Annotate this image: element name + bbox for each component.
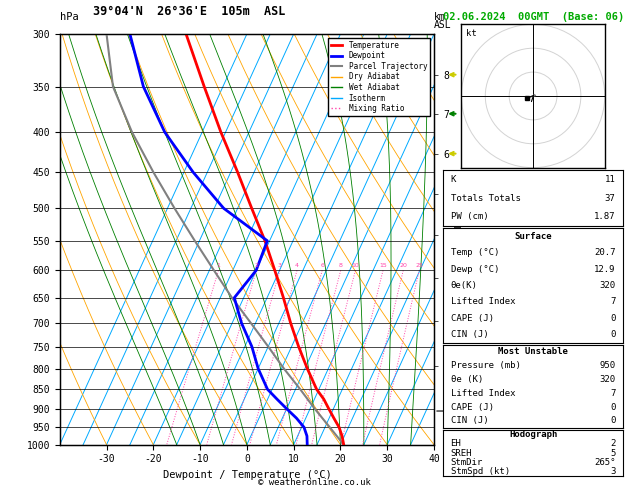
Text: 25: 25	[415, 263, 423, 268]
Text: Lifted Index: Lifted Index	[450, 389, 515, 398]
Legend: Temperature, Dewpoint, Parcel Trajectory, Dry Adiabat, Wet Adiabat, Isotherm, Mi: Temperature, Dewpoint, Parcel Trajectory…	[328, 38, 430, 116]
Text: CAPE (J): CAPE (J)	[450, 402, 494, 412]
Text: 5: 5	[610, 449, 616, 458]
Text: StmDir: StmDir	[450, 458, 483, 467]
Text: hPa: hPa	[60, 12, 79, 22]
Text: 15: 15	[379, 263, 387, 268]
Text: kt: kt	[465, 29, 476, 37]
Text: CIN (J): CIN (J)	[450, 330, 488, 339]
Text: LCL: LCL	[468, 406, 482, 416]
Text: SREH: SREH	[450, 449, 472, 458]
Text: Most Unstable: Most Unstable	[498, 347, 568, 356]
Text: 20.7: 20.7	[594, 248, 616, 258]
Text: θe (K): θe (K)	[450, 375, 483, 384]
Text: 37: 37	[605, 193, 616, 203]
X-axis label: Dewpoint / Temperature (°C): Dewpoint / Temperature (°C)	[162, 470, 331, 480]
Text: 10: 10	[352, 263, 359, 268]
Text: 11: 11	[605, 175, 616, 184]
Text: PW (cm): PW (cm)	[450, 212, 488, 221]
Text: © weatheronline.co.uk: © weatheronline.co.uk	[258, 478, 371, 486]
Text: 4: 4	[295, 263, 299, 268]
Text: Dewp (°C): Dewp (°C)	[450, 265, 499, 274]
Text: 7: 7	[610, 389, 616, 398]
Text: 0: 0	[610, 330, 616, 339]
Text: 1: 1	[216, 263, 220, 268]
Text: 8: 8	[339, 263, 343, 268]
Text: CAPE (J): CAPE (J)	[450, 313, 494, 323]
Text: 0: 0	[610, 417, 616, 425]
Text: ASL: ASL	[434, 20, 452, 30]
Text: 2: 2	[610, 439, 616, 449]
Text: EH: EH	[450, 439, 461, 449]
Text: 265°: 265°	[594, 458, 616, 467]
Text: Temp (°C): Temp (°C)	[450, 248, 499, 258]
Text: K: K	[450, 175, 456, 184]
Text: 1.87: 1.87	[594, 212, 616, 221]
Text: 39°04'N  26°36'E  105m  ASL: 39°04'N 26°36'E 105m ASL	[92, 5, 285, 18]
Text: Hodograph: Hodograph	[509, 430, 557, 439]
Text: 02.06.2024  00GMT  (Base: 06): 02.06.2024 00GMT (Base: 06)	[443, 12, 625, 22]
Text: 320: 320	[599, 281, 616, 290]
Text: 12.9: 12.9	[594, 265, 616, 274]
Text: Lifted Index: Lifted Index	[450, 297, 515, 306]
Text: 3: 3	[610, 467, 616, 476]
Text: 2: 2	[254, 263, 259, 268]
Text: Surface: Surface	[515, 232, 552, 241]
Y-axis label: Mixing Ratio (g/kg): Mixing Ratio (g/kg)	[451, 188, 460, 291]
Text: Pressure (mb): Pressure (mb)	[450, 361, 520, 370]
Text: 20: 20	[399, 263, 407, 268]
Text: 7: 7	[610, 297, 616, 306]
Text: θe(K): θe(K)	[450, 281, 477, 290]
Text: km: km	[434, 12, 446, 22]
Text: 950: 950	[599, 361, 616, 370]
Text: 6: 6	[320, 263, 324, 268]
Text: StmSpd (kt): StmSpd (kt)	[450, 467, 509, 476]
Text: 0: 0	[610, 313, 616, 323]
Text: 0: 0	[610, 402, 616, 412]
Text: 320: 320	[599, 375, 616, 384]
Text: Totals Totals: Totals Totals	[450, 193, 520, 203]
Text: CIN (J): CIN (J)	[450, 417, 488, 425]
Text: 3: 3	[278, 263, 282, 268]
